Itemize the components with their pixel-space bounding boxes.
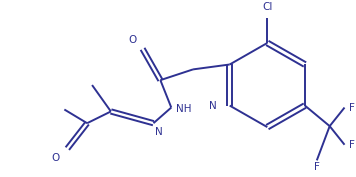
Text: N: N: [156, 127, 163, 137]
Text: N: N: [209, 101, 217, 111]
Text: F: F: [314, 162, 320, 172]
Text: F: F: [350, 102, 355, 113]
Text: O: O: [129, 35, 137, 45]
Text: Cl: Cl: [262, 2, 272, 12]
Text: O: O: [51, 153, 59, 162]
Text: F: F: [350, 140, 355, 150]
Text: NH: NH: [176, 104, 192, 115]
